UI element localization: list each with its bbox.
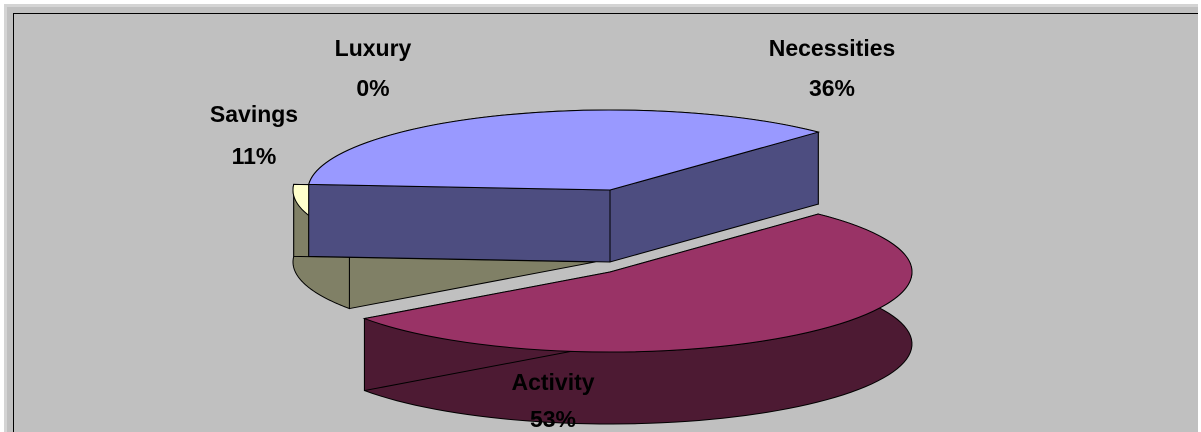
slice-label-necessities: Necessities [769, 35, 896, 61]
pie-labels: Necessities 36% Activity 53% Savings 11% Luxur… [210, 35, 895, 432]
slice-label-activity: Activity [511, 369, 594, 395]
slice-top-activity [362, 213, 913, 353]
slice-label-savings: Savings [210, 101, 298, 127]
pie-slice-necessities [308, 109, 821, 263]
plot-border [13, 13, 1198, 432]
slice-percent-necessities: 36% [809, 75, 855, 101]
pie-slice-activity [362, 213, 913, 425]
slice-cut-necessities-0 [308, 183, 611, 263]
slice-label-luxury: Luxury [335, 35, 412, 61]
slice-percent-savings: 11% [232, 143, 277, 169]
pie-slices [292, 109, 913, 425]
slice-percent-luxury: 0% [356, 75, 389, 101]
slice-top-necessities [308, 109, 821, 191]
slice-percent-activity: 53% [530, 406, 576, 432]
